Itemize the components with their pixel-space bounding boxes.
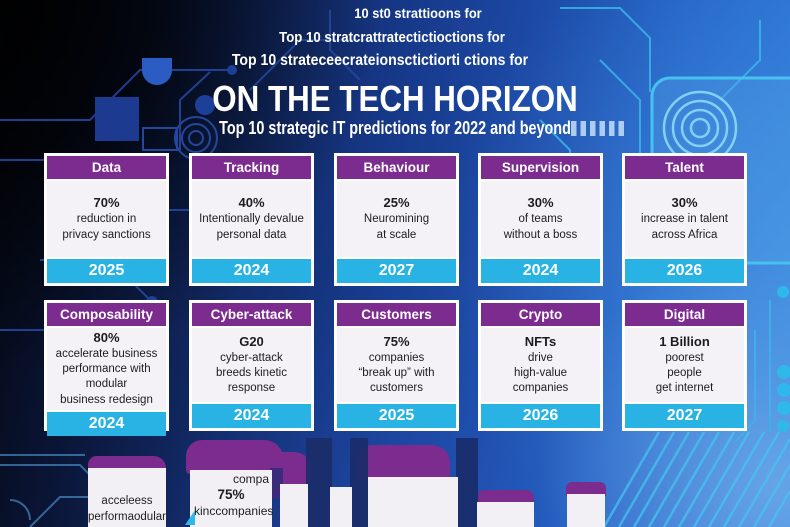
card-stat: G20: [239, 333, 264, 349]
prediction-card-behaviour: Behaviour 25% Neuromining at scale 2027: [334, 153, 459, 286]
card-body: 75% companies “break up” with customers: [337, 328, 456, 402]
partial-card-fragment: [330, 487, 352, 527]
fragment-text: kinccompanies: [194, 504, 274, 518]
garbled-heading-2: Top 10 stratcrattratectictioctions for: [279, 29, 505, 46]
card-stat: NFTs: [524, 333, 557, 349]
page-title: ON THE TECH HORIZON: [212, 78, 578, 119]
card-body: 25% Neuromining at scale: [337, 181, 456, 257]
partial-card-fragment: [368, 477, 458, 527]
card-description: poorest people get internet: [655, 351, 714, 395]
card-stat: 40%: [238, 195, 265, 211]
prediction-card-data: Data 70% reduction in privacy sanctions …: [44, 153, 169, 286]
partial-card-fragment: acceleess performaodular: [88, 468, 166, 527]
card-description: drive high-value companies: [512, 351, 569, 395]
fragment-text: performaodular: [88, 511, 166, 524]
card-category: Talent: [625, 156, 744, 179]
page-subtitle: Top 10 strategic IT predictions for 2022…: [219, 118, 571, 138]
background-pillar: [456, 438, 478, 527]
purple-smudge: [477, 490, 534, 504]
card-category: Supervision: [481, 156, 600, 179]
card-description: companies “break up” with customers: [358, 351, 435, 395]
card-body: NFTs drive high-value companies: [481, 328, 600, 402]
card-body: G20 cyber-attack breeds kinetic response: [192, 328, 311, 402]
fragment-stat: 75%: [217, 487, 245, 502]
card-stat: 70%: [93, 195, 120, 211]
card-year: 2024: [481, 259, 600, 283]
card-body: 1 Billion poorest people get internet: [625, 328, 744, 402]
prediction-card-talent: Talent 30% increase in talent across Afr…: [622, 153, 747, 286]
card-description: reduction in privacy sanctions: [62, 213, 151, 241]
purple-smudge: [270, 468, 283, 498]
card-year: 2026: [481, 404, 600, 428]
prediction-card-crypto: Crypto NFTs drive high-value companies 2…: [478, 300, 603, 431]
prediction-card-composability: Composability 80% accelerate business pe…: [44, 300, 169, 436]
partial-card-fragment: [280, 484, 308, 527]
card-description: cyber-attack breeds kinetic response: [216, 351, 287, 395]
card-category: Crypto: [481, 303, 600, 326]
card-category: Digital: [625, 303, 744, 326]
card-year: 2026: [625, 259, 744, 283]
card-body: 30% increase in talent across Africa: [625, 181, 744, 257]
prediction-card-supervision: Supervision 30% of teams without a boss …: [478, 153, 603, 286]
card-description: of teams without a boss: [503, 213, 578, 241]
card-description: Intentionally devalue personal data: [199, 213, 304, 241]
prediction-card-customers: Customers 75% companies “break up” with …: [334, 300, 459, 431]
card-description: increase in talent across Africa: [641, 213, 728, 241]
fragment-text: compa: [232, 472, 269, 486]
garbled-heading-3: Top 10 strateceecrateionsctictiorti ctio…: [231, 52, 529, 69]
card-stat: 80%: [93, 330, 120, 345]
prediction-card-digital: Digital 1 Billion poorest people get int…: [622, 300, 747, 431]
partial-card-fragment: compa 75% kinccompanies: [190, 470, 274, 527]
card-category: Tracking: [192, 156, 311, 179]
card-description: accelerate business performance with mod…: [55, 348, 158, 406]
prediction-card-tracking: Tracking 40% Intentionally devalue perso…: [189, 153, 314, 286]
card-category: Customers: [337, 303, 456, 326]
card-year: 2024: [192, 259, 311, 283]
card-category: Data: [47, 156, 166, 179]
purple-smudge: [358, 445, 450, 479]
partial-card-fragment: [477, 502, 534, 527]
card-body: 80% accelerate business performance with…: [47, 328, 166, 410]
card-description: Neuromining at scale: [363, 213, 430, 241]
garbled-heading-1: 10 st0 strattioons for: [354, 5, 482, 21]
card-year: 2025: [47, 259, 166, 283]
partial-card-fragment: [567, 494, 605, 527]
card-stat: 30%: [671, 195, 698, 211]
card-stat: 1 Billion: [659, 333, 710, 349]
card-body: 70% reduction in privacy sanctions: [47, 181, 166, 257]
background-pillar: [306, 438, 332, 527]
card-body: 30% of teams without a boss: [481, 181, 600, 257]
card-stat: 25%: [383, 195, 410, 211]
card-year: 2027: [625, 404, 744, 428]
cyan-triangle-fragment: [185, 510, 195, 525]
purple-smudge: [566, 482, 606, 496]
purple-smudge: [88, 456, 166, 470]
card-category: Composability: [47, 303, 166, 326]
prediction-card-cyber-attack: Cyber-attack G20 cyber-attack breeds kin…: [189, 300, 314, 431]
card-category: Cyber-attack: [192, 303, 311, 326]
card-year: 2024: [192, 404, 311, 428]
card-year: 2025: [337, 404, 456, 428]
card-year: 2027: [337, 259, 456, 283]
background-pillar: [350, 438, 368, 527]
card-stat: 75%: [383, 333, 410, 349]
card-category: Behaviour: [337, 156, 456, 179]
card-year: 2024: [47, 411, 166, 436]
card-stat: 30%: [527, 195, 554, 211]
fragment-text: acceleess: [101, 494, 153, 507]
card-body: 40% Intentionally devalue personal data: [192, 181, 311, 257]
